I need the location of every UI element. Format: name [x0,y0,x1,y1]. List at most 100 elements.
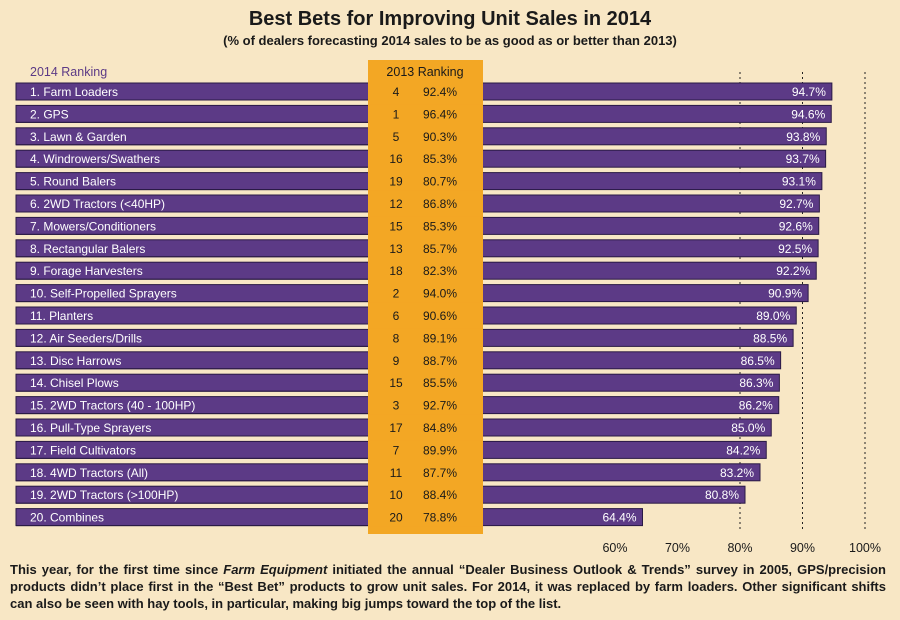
percent-2014-label: 93.7% [786,152,820,166]
percent-2014-label: 84.2% [726,443,760,457]
percent-2014-label: 80.8% [705,488,739,502]
rank-2013-value: 19 [389,175,403,189]
category-label: 20. Combines [30,511,104,525]
percent-2014-label: 85.0% [731,421,765,435]
ranking-2013-cell [368,238,483,258]
percent-2013-value: 94.0% [423,287,457,301]
category-label: 2. GPS [30,107,69,121]
category-label: 14. Chisel Plows [30,376,119,390]
caption-note: This year, for the first time since Farm… [10,561,886,612]
ranking-2013-cell [368,171,483,191]
percent-2013-value: 89.9% [423,443,457,457]
percent-2013-value: 89.1% [423,331,457,345]
percent-2014-label: 83.2% [720,466,754,480]
percent-2014-label: 92.7% [779,197,813,211]
percent-2013-value: 88.4% [423,488,457,502]
rank-2013-value: 20 [389,511,403,525]
category-label: 18. 4WD Tractors (All) [30,466,148,480]
ranking-2013-cell [368,149,483,169]
rank-2013-value: 13 [389,242,403,256]
percent-2014-label: 86.2% [739,399,773,413]
category-label: 11. Planters [30,309,93,323]
category-label: 5. Round Balers [30,175,116,189]
category-label: 4. Windrowers/Swathers [30,152,160,166]
category-label: 15. 2WD Tractors (40 - 100HP) [30,399,195,413]
percent-2013-value: 84.8% [423,421,457,435]
note-text-start: This year, for the first time since [10,562,224,577]
percent-2014-label: 86.5% [741,354,775,368]
rank-2013-value: 4 [393,85,400,99]
rank-2013-value: 6 [393,309,400,323]
percent-2013-value: 90.6% [423,309,457,323]
bar-chart: 2014 Ranking 2013 Ranking 1. Farm Loaders 4… [15,60,881,555]
ranking-2013-cell [368,306,483,325]
ranking-2013-cell [368,350,483,370]
rank-2013-value: 7 [393,443,400,457]
category-label: 13. Disc Harrows [30,354,121,368]
ranking-2013-cell [368,261,483,281]
rank-2013-value: 15 [389,376,403,390]
x-tick-label: 100% [849,541,881,555]
category-label: 3. Lawn & Garden [30,130,127,144]
rank-2013-value: 16 [389,152,403,166]
percent-2013-value: 85.3% [423,152,457,166]
rank-2013-value: 1 [393,107,400,121]
percent-2013-value: 86.8% [423,197,457,211]
ranking-2013-cell [368,418,483,437]
rank-2013-value: 9 [393,354,400,368]
ranking-2013-cell [368,462,483,482]
ranking-2013-cell [368,507,483,527]
header-2013-ranking: 2013 Ranking [386,65,463,79]
percent-2014-label: 64.4% [602,511,636,525]
x-tick-label: 80% [727,541,752,555]
bar [15,508,643,527]
category-label: 8. Rectangular Balers [30,242,145,256]
percent-2013-value: 92.4% [423,85,457,99]
percent-2014-label: 93.1% [782,175,816,189]
ranking-2013-cell [368,373,483,393]
percent-2013-value: 78.8% [423,511,457,525]
percent-2013-value: 92.7% [423,399,457,413]
ranking-2013-cell [368,104,483,124]
percent-2013-value: 96.4% [423,107,457,121]
percent-2013-value: 90.3% [423,130,457,144]
percent-2013-value: 82.3% [423,264,457,278]
ranking-2013-cell [368,485,483,505]
ranking-2013-cell [368,126,483,146]
percent-2014-label: 93.8% [786,130,820,144]
percent-2014-label: 88.5% [753,331,787,345]
percent-2014-label: 90.9% [768,287,802,301]
x-tick-label: 60% [602,541,627,555]
percent-2014-label: 92.6% [779,219,813,233]
category-label: 9. Forage Harvesters [30,264,143,278]
rank-2013-value: 12 [389,197,403,211]
chart-title: Best Bets for Improving Unit Sales in 20… [248,8,652,30]
rank-2013-value: 10 [389,488,403,502]
rank-2013-value: 18 [389,264,403,278]
ranking-2013-cell [368,216,483,236]
category-label: 19. 2WD Tractors (>100HP) [30,488,178,502]
category-label: 10. Self-Propelled Sprayers [30,287,177,301]
percent-2014-label: 94.7% [792,85,826,99]
ranking-2013-cell [368,395,483,415]
percent-2014-label: 92.2% [776,264,810,278]
ranking-2013-cell [368,440,483,460]
rank-2013-value: 8 [393,331,400,345]
note-publication-name: Farm Equipment [223,562,328,577]
percent-2014-label: 86.3% [739,376,773,390]
ranking-2013-cell [368,82,483,101]
category-label: 17. Field Cultivators [30,443,136,457]
percent-2014-label: 92.5% [778,242,812,256]
x-tick-label: 70% [665,541,690,555]
rank-2013-value: 3 [393,399,400,413]
percent-2013-value: 88.7% [423,354,457,368]
rank-2013-value: 5 [393,130,400,144]
x-tick-label: 90% [790,541,815,555]
percent-2014-label: 89.0% [756,309,790,323]
rank-2013-value: 15 [389,219,403,233]
rank-2013-value: 2 [393,287,400,301]
ranking-2013-cell [368,283,483,303]
category-label: 16. Pull-Type Sprayers [30,421,151,435]
category-label: 6. 2WD Tractors (<40HP) [30,197,165,211]
header-2014-ranking: 2014 Ranking [30,65,107,79]
